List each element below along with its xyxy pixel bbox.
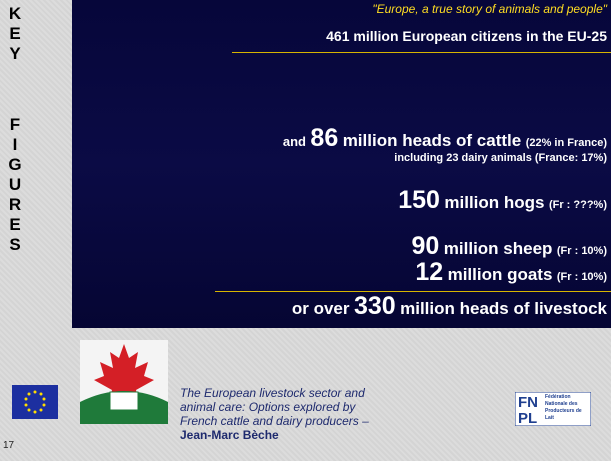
divider	[232, 52, 611, 53]
key-figures-panel	[72, 0, 611, 328]
hogs: 150 million hogs (Fr : ???%)	[398, 186, 607, 215]
text: million hogs	[444, 193, 545, 212]
divider	[215, 291, 611, 292]
side-label: KEY	[8, 4, 22, 63]
council-logo	[80, 340, 168, 424]
number: 90	[411, 232, 440, 260]
text: million heads of livestock	[400, 299, 607, 318]
fnpl-logo: FN PL Fédération Nationale des Producteu…	[515, 392, 591, 426]
note: (Fr : 10%)	[556, 271, 607, 283]
cattle: and 86 million heads of cattle (22% in F…	[283, 124, 607, 153]
number: 86	[310, 124, 339, 152]
logo-fn: FN	[518, 394, 538, 411]
note: (22% in France)	[525, 137, 607, 149]
number: 330	[353, 292, 396, 320]
note: (Fr : ???%)	[548, 199, 607, 211]
number: 150	[398, 186, 440, 214]
sheep: 90 million sheep (Fr : 10%)	[412, 232, 607, 261]
text: million sheep	[443, 239, 553, 258]
number: 12	[415, 258, 444, 286]
prefix: or over	[291, 299, 350, 318]
author: Jean-Marc Bèche	[180, 428, 279, 442]
goats: 12 million goats (Fr : 10%)	[415, 258, 607, 287]
note: (Fr : 10%)	[556, 245, 607, 257]
logo-name: Fédération Nationale des Producteurs de …	[545, 394, 582, 421]
side-label: FIGURES	[8, 115, 22, 254]
logo-pl: PL	[518, 410, 537, 426]
citizens: 461 million European citizens in the EU-…	[326, 28, 607, 44]
caption-text: The European livestock sector and animal…	[180, 386, 369, 428]
page-number: 17	[3, 440, 15, 451]
dairy: including 23 dairy animals (France: 17%)	[394, 152, 607, 164]
eu-flag	[12, 385, 58, 419]
text: million goats	[447, 265, 553, 284]
caption: The European livestock sector and animal…	[180, 386, 395, 442]
total: or over 330 million heads of livestock	[292, 292, 607, 321]
quote: "Europe, a true story of animals and peo…	[372, 2, 607, 16]
prefix: and	[282, 134, 306, 149]
text: million heads of cattle	[342, 131, 522, 150]
